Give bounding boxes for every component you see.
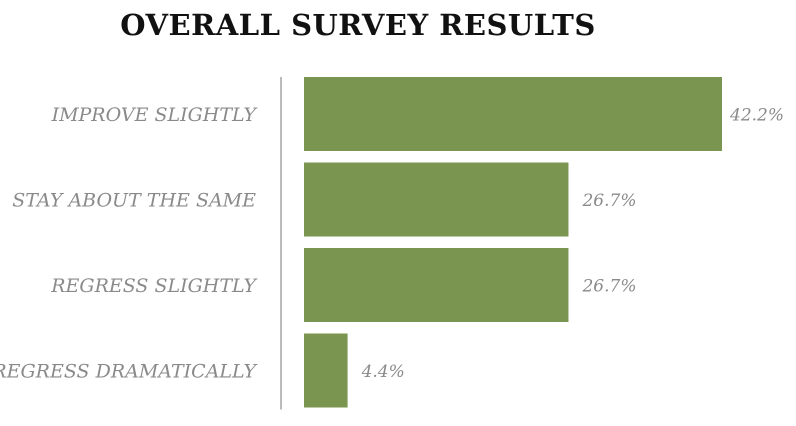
bar-3	[304, 333, 348, 408]
category-labels-group: IMPROVE SLIGHTLY STAY ABOUT THE SAME REGRE…	[0, 104, 258, 383]
value-label-1: 26.7%	[581, 191, 636, 211]
value-label-0: 42.2%	[729, 106, 784, 126]
value-labels-group: 42.2% 26.7% 26.7% 4.4%	[361, 106, 784, 383]
category-label-0: IMPROVE SLIGHTLY	[51, 104, 259, 126]
category-label-3: REGRESS DRAMATICALLY	[0, 361, 258, 383]
value-label-2: 26.7%	[581, 277, 636, 297]
bar-1	[304, 162, 569, 237]
category-label-1: STAY ABOUT THE SAME	[12, 190, 256, 212]
bar-0	[304, 77, 722, 151]
bars-group	[304, 77, 722, 408]
category-label-2: REGRESS SLIGHTLY	[50, 275, 258, 297]
value-label-3: 4.4%	[361, 362, 405, 382]
chart-title: OVERALL SURVEY RESULTS	[120, 8, 596, 42]
bar-2	[304, 248, 569, 322]
